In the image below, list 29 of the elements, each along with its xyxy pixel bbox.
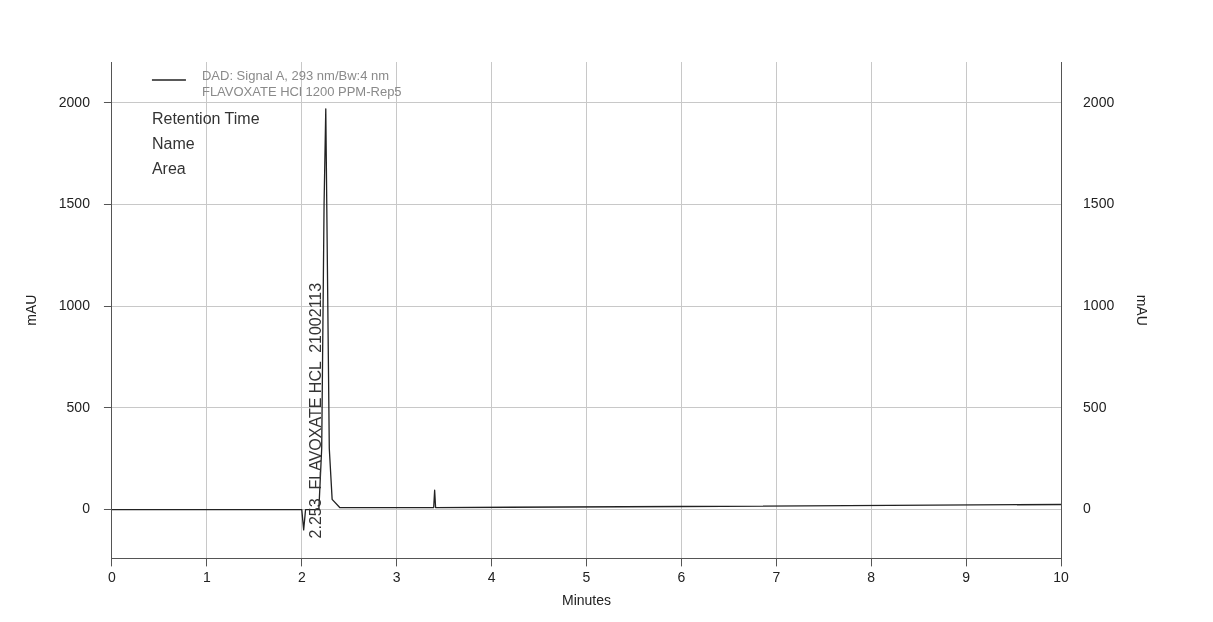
x-tick-label: 9 (962, 568, 971, 585)
legend-label: DAD: Signal A, 293 nm/Bw:4 nm FLAVOXATE HCl 1200 PPM-Rep5 (201, 67, 402, 99)
y-tick-label: 2000 (58, 93, 91, 110)
x-tick-label: 5 (582, 568, 591, 585)
x-tick-label: 8 (867, 568, 876, 585)
x-tick-label: 6 (677, 568, 686, 585)
annotation: Name (151, 135, 195, 153)
y-tick-label: 1500 (58, 195, 91, 212)
y2-tick-label: 1500 (1083, 195, 1115, 212)
x-tick-label: 2 (297, 568, 306, 585)
y-tick-label: 1000 (58, 296, 91, 313)
y2-tick-label: 2000 (1083, 93, 1115, 110)
y2-axis-title: mAU (1133, 294, 1150, 326)
y2-tick-label: 500 (1083, 398, 1107, 415)
x-tick-label: 7 (772, 568, 781, 585)
y-axis-title: mAU (23, 294, 40, 326)
x-tick-label: 0 (108, 568, 117, 585)
x-tick-label: 10 (1053, 568, 1070, 585)
y-tick-label: 0 (82, 500, 91, 517)
y2-tick-label: 1000 (1083, 296, 1115, 313)
x-axis-title: Minutes (561, 592, 612, 609)
y-tick-label: 500 (66, 398, 91, 415)
x-tick-label: 1 (202, 568, 211, 585)
y2-tick-label: 0 (1083, 500, 1092, 517)
annotation: 2.253 FLAVOXATE HCL 21002113 (307, 282, 325, 539)
x-tick-label: 4 (487, 568, 496, 585)
x-tick-label: 3 (392, 568, 401, 585)
annotation: Retention Time (151, 110, 260, 128)
annotation: Area (151, 160, 186, 178)
